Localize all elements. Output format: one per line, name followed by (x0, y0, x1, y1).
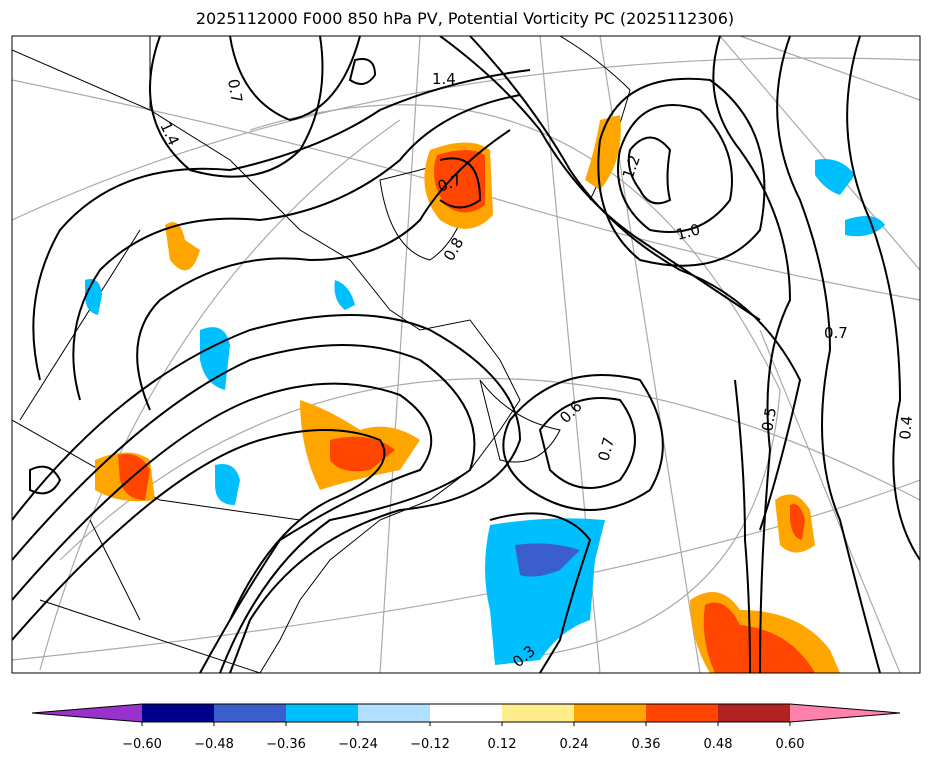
colorbar-tick-label: 0.60 (776, 737, 805, 752)
contour-label: 0.5 (758, 406, 780, 433)
pv-negative-region (815, 159, 855, 195)
colorbar-segment (358, 704, 430, 722)
contour-label: 0.7 (824, 324, 848, 342)
colorbar-tick-label: −0.48 (194, 737, 234, 752)
contour-label: 1.0 (674, 220, 702, 244)
pv-strong-negative-region (515, 543, 580, 577)
contour-label: 1.4 (432, 70, 456, 88)
pv-strong-positive-region (330, 436, 395, 472)
colorbar-extend-low (32, 704, 142, 722)
pv-negative-region (334, 280, 355, 310)
pv-strong-positive-region (118, 454, 150, 500)
colorbar-segment (286, 704, 358, 722)
contour-label: 0.7 (594, 435, 618, 463)
colorbar-segment (574, 704, 646, 722)
contour-label: 0.7 (224, 78, 246, 105)
colorbar-tick-label: −0.60 (122, 737, 162, 752)
map-frame (11, 35, 921, 674)
colorbar-tick-label: 0.24 (560, 737, 589, 752)
colorbar-tick-label: 0.36 (632, 737, 661, 752)
pv-strong-positive-region (433, 150, 485, 213)
colorbar-segment (718, 704, 790, 722)
colorbar-segment (430, 704, 502, 722)
colorbar-tick-label: −0.36 (266, 737, 306, 752)
pv-negative-region (215, 464, 240, 505)
pv-positive-region (165, 222, 200, 271)
colorbar-tick-label: −0.12 (410, 737, 450, 752)
colorbar-tick-label: 0.12 (488, 737, 517, 752)
colorbar-extend-high (790, 704, 900, 722)
contour-label: 0.4 (896, 415, 916, 440)
pv-positive-region (585, 115, 621, 190)
colorbar-segment (142, 704, 214, 722)
map-title: 2025112000 F000 850 hPa PV, Potential Vo… (195, 9, 735, 28)
pv-fill-regions (85, 115, 885, 673)
colorbar-segment (502, 704, 574, 722)
map-background (12, 36, 920, 673)
colorbar-segment (646, 704, 718, 722)
pv-contours (12, 36, 920, 673)
colorbar-segment (214, 704, 286, 722)
colorbar-tick-label: 0.48 (704, 737, 733, 752)
colorbar: −0.60 −0.48 −0.36 −0.24 −0.12 0.12 0.24 0.36 0.4… (31, 703, 901, 752)
colorbar-tick-label: −0.24 (338, 737, 378, 752)
pv-strong-positive-region (790, 504, 805, 540)
